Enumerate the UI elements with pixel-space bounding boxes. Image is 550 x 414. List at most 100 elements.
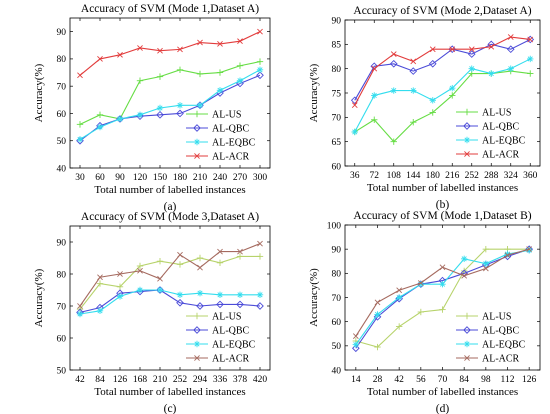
- data-point: [237, 38, 243, 45]
- chart-panel-2: 60 65 70 75 80 85 90 36 72 108 144 180 216 252 288 324 3…: [308, 5, 541, 211]
- y-tick-label: 60: [57, 334, 67, 344]
- legend-marker: [463, 326, 471, 334]
- series-al-eqbc: [351, 55, 534, 136]
- data-point: [177, 46, 183, 53]
- data-point: [196, 290, 204, 297]
- y-tick-label: 50: [57, 137, 67, 147]
- data-point: [351, 102, 358, 109]
- series-line: [79, 255, 260, 310]
- panel-caption: (d): [436, 403, 450, 414]
- data-point: [76, 121, 84, 128]
- y-tick-label: 100: [327, 221, 342, 231]
- series-line: [79, 289, 260, 315]
- data-point: [410, 119, 417, 126]
- data-point: [439, 306, 446, 313]
- x-tick-label: 150: [153, 173, 168, 183]
- data-point: [96, 280, 104, 287]
- data-point: [256, 302, 264, 310]
- x-tick-label: 210: [153, 375, 168, 385]
- legend: AL-US AL-QBC AL-EQBC AL-ACR: [456, 108, 526, 161]
- data-point: [216, 87, 224, 94]
- data-point: [176, 102, 184, 109]
- data-point: [96, 111, 104, 119]
- data-point: [488, 70, 495, 77]
- legend-item: AL-EQBC: [456, 136, 526, 147]
- series-line: [354, 70, 531, 143]
- data-point: [351, 128, 358, 136]
- legend-marker: [193, 110, 201, 118]
- data-point: [410, 87, 417, 94]
- x-tick-label: 126: [113, 375, 128, 385]
- data-point: [439, 281, 446, 288]
- legend: AL-US AL-QBC AL-EQBC AL-ACR: [186, 110, 256, 163]
- legend-label: AL-ACR: [212, 152, 250, 163]
- data-point: [468, 65, 475, 72]
- series-al-qbc: [350, 35, 535, 105]
- chart-title: Accuracy of SVM (Mode 2,Dataset A): [353, 5, 531, 17]
- data-point: [136, 111, 144, 119]
- y-axis-label: Accuracy(%): [33, 268, 45, 327]
- data-point: [236, 62, 244, 69]
- x-tick-label: 14: [351, 375, 361, 385]
- series-line: [354, 58, 531, 133]
- data-point: [216, 69, 224, 76]
- data-point: [216, 259, 224, 266]
- series-line: [79, 31, 261, 76]
- data-point: [257, 28, 263, 35]
- legend-item: AL-EQBC: [186, 138, 256, 149]
- x-tick-label: 72: [370, 171, 380, 181]
- x-tick-label: 112: [501, 375, 515, 385]
- legend-marker: [463, 340, 471, 348]
- legend-item: AL-ACR: [186, 354, 250, 365]
- data-point: [216, 291, 224, 298]
- data-point: [526, 246, 533, 253]
- y-tick-label: 90: [57, 238, 67, 248]
- data-point: [176, 291, 184, 298]
- x-tick-label: 90: [115, 173, 125, 183]
- data-point: [374, 343, 381, 351]
- data-point: [504, 252, 511, 259]
- legend-item: AL-QBC: [456, 122, 520, 133]
- data-point: [527, 70, 534, 77]
- data-point: [77, 72, 83, 79]
- data-point: [156, 286, 164, 294]
- series-al-acr: [352, 246, 533, 340]
- data-point: [176, 261, 184, 268]
- x-tick-label: 36: [350, 171, 360, 181]
- data-point: [96, 307, 104, 314]
- data-point: [236, 253, 244, 260]
- data-point: [482, 245, 490, 253]
- chart-title: Accuracy of SVM (Mode 1,Dataset A): [81, 3, 259, 15]
- data-point: [396, 287, 403, 294]
- data-point: [371, 116, 378, 123]
- legend: AL-US AL-QBC AL-EQBC AL-ACR: [186, 312, 256, 365]
- y-tick-label: 75: [332, 89, 342, 99]
- data-point: [429, 109, 436, 116]
- data-point: [217, 41, 223, 47]
- legend-marker: [194, 153, 200, 159]
- data-point: [256, 253, 264, 260]
- x-tick-label: 84: [459, 375, 469, 385]
- data-point: [467, 50, 476, 58]
- x-axis-label: Total number of labelled instances: [94, 386, 245, 398]
- x-tick-label: 216: [445, 171, 460, 181]
- panel-caption: (c): [164, 403, 177, 414]
- data-point: [506, 45, 515, 54]
- plot-frame: [69, 225, 271, 371]
- data-point: [197, 39, 203, 46]
- legend-marker: [193, 312, 201, 320]
- x-tick-label: 300: [253, 173, 268, 183]
- y-tick-label: 60: [57, 110, 67, 120]
- data-point: [507, 65, 514, 72]
- x-tick-label: 84: [95, 375, 105, 385]
- data-point: [256, 71, 264, 80]
- legend-label: AL-EQBC: [212, 340, 256, 351]
- x-tick-label: 294: [193, 375, 208, 385]
- x-tick-label: 252: [465, 171, 480, 181]
- x-tick-label: 420: [253, 375, 268, 385]
- data-point: [196, 302, 204, 310]
- y-tick-label: 40: [332, 366, 342, 376]
- data-point: [97, 56, 103, 62]
- legend-item: AL-US: [186, 312, 241, 323]
- chart-panel-4: 40 50 60 70 80 90 100 14 28 42 56 70 84 98 112 126 Accur…: [308, 210, 541, 414]
